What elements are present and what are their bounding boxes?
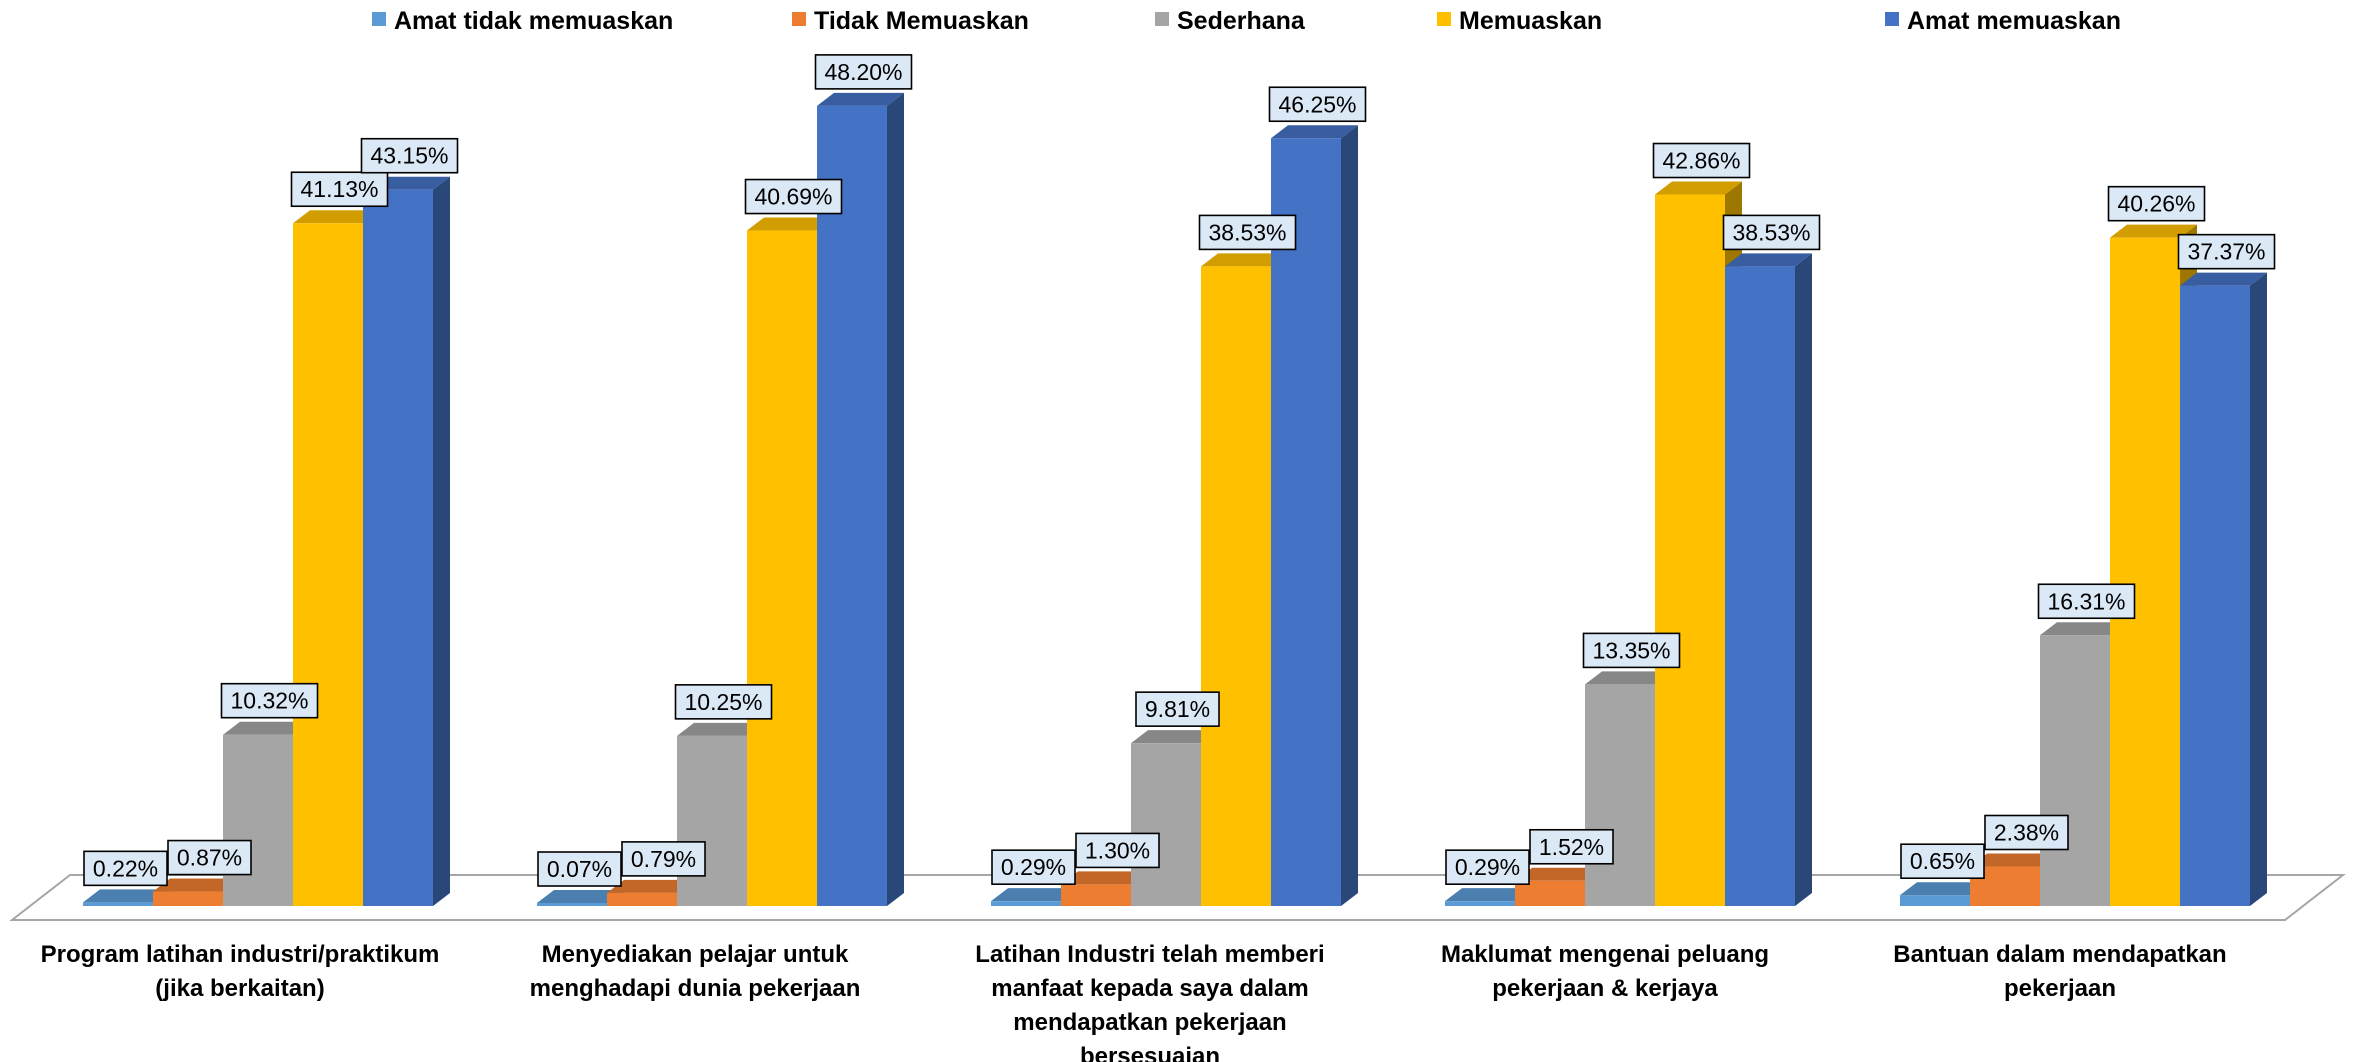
data-label-text: 48.20% <box>824 59 902 85</box>
data-label: 38.53% <box>1198 214 1297 251</box>
data-label-text: 9.81% <box>1145 696 1210 722</box>
legend-item: Sederhana <box>1155 7 1306 35</box>
data-label-text: 42.86% <box>1662 148 1740 174</box>
data-label: 0.65% <box>1900 843 1985 880</box>
data-label-text: 40.26% <box>2117 191 2195 217</box>
bar <box>363 176 450 906</box>
data-label-text: 0.22% <box>93 855 158 881</box>
data-label: 38.53% <box>1722 214 1821 251</box>
data-label: 0.29% <box>991 849 1076 885</box>
data-label-text: 43.15% <box>370 143 448 169</box>
bars-group <box>83 92 2267 907</box>
category-label: Program latihan industri/praktikum (jika … <box>41 941 440 1002</box>
data-label-text: 37.37% <box>2187 239 2265 265</box>
data-label: 42.86% <box>1652 142 1751 179</box>
legend-swatch <box>1155 12 1169 26</box>
data-label-text: 0.07% <box>547 856 612 882</box>
data-label: 2.38% <box>1984 814 2069 851</box>
data-label: 40.69% <box>744 178 843 215</box>
data-label-text: 1.30% <box>1085 837 1150 863</box>
category-label: Bantuan dalam mendapatkan pekerjaan <box>1893 941 2226 1002</box>
legend-item: Memuaskan <box>1437 7 1602 35</box>
legend-item: Amat memuaskan <box>1885 7 2121 35</box>
bar-group <box>1900 224 2267 907</box>
legend-swatch <box>792 12 806 26</box>
legend-label: Tidak Memuaskan <box>814 7 1029 35</box>
data-label: 0.29% <box>1445 849 1530 885</box>
data-label-text: 0.29% <box>1001 854 1066 880</box>
data-label-text: 1.52% <box>1539 834 1604 860</box>
category-label: Maklumat mengenai peluang pekerjaan & ker… <box>1441 941 1769 1002</box>
data-label: 0.87% <box>167 839 252 876</box>
data-label: 0.22% <box>83 850 168 887</box>
data-label: 10.25% <box>674 684 773 720</box>
bar-group <box>991 125 1358 907</box>
legend-item: Amat tidak memuaskan <box>372 7 673 35</box>
bar-group <box>83 176 450 906</box>
data-label: 10.32% <box>220 682 319 719</box>
bar <box>2180 272 2267 907</box>
legend-label: Memuaskan <box>1459 7 1602 35</box>
bar-group <box>1445 181 1812 907</box>
data-label: 13.35% <box>1582 632 1681 669</box>
bar <box>1271 125 1358 906</box>
data-label: 9.81% <box>1135 691 1220 727</box>
data-label-text: 0.87% <box>177 845 242 871</box>
data-label-text: 16.31% <box>2047 588 2125 614</box>
data-label-text: 46.25% <box>1278 91 1356 117</box>
bar-group <box>537 92 904 906</box>
category-label: Latihan Industri telah memberi manfaat ke… <box>975 941 1324 1062</box>
bar <box>1725 253 1812 907</box>
category-label: Menyediakan pelajar untuk menghadapi duni… <box>530 941 861 1002</box>
legend-label: Amat memuaskan <box>1907 7 2121 35</box>
data-label: 0.79% <box>621 841 706 877</box>
data-label: 37.37% <box>2177 233 2276 270</box>
data-label: 41.13% <box>290 171 389 208</box>
legend-swatch <box>1437 12 1451 26</box>
bar <box>817 92 904 906</box>
data-label: 48.20% <box>814 54 913 90</box>
data-label-text: 13.35% <box>1592 637 1670 663</box>
legend-swatch <box>372 12 386 26</box>
data-label: 40.26% <box>2107 185 2206 222</box>
data-label-text: 40.69% <box>754 184 832 210</box>
data-labels-group: 0.22% 0.87% 10.32% 41.13% 43.15% 0.07% 0.79% 10… <box>83 54 2276 887</box>
data-label-text: 0.65% <box>1910 848 1975 874</box>
legend-label: Amat tidak memuaskan <box>394 7 673 35</box>
data-label: 1.52% <box>1529 828 1614 865</box>
data-label: 16.31% <box>2037 583 2136 620</box>
data-label-text: 38.53% <box>1208 219 1286 245</box>
legend-label: Sederhana <box>1177 7 1306 35</box>
legend-item: Tidak Memuaskan <box>792 7 1029 35</box>
legend: Amat tidak memuaskan Tidak Memuaskan Seder… <box>372 7 2121 35</box>
data-label: 0.07% <box>537 851 622 887</box>
data-label-text: 0.79% <box>631 846 696 872</box>
data-label: 46.25% <box>1268 86 1367 123</box>
data-label-text: 10.32% <box>230 688 308 714</box>
data-label-text: 38.53% <box>1732 219 1810 245</box>
data-label-text: 2.38% <box>1994 819 2059 845</box>
data-label-text: 0.29% <box>1455 854 1520 880</box>
data-label-text: 41.13% <box>300 176 378 202</box>
data-label: 1.30% <box>1075 832 1160 869</box>
data-label: 43.15% <box>360 137 459 174</box>
legend-swatch <box>1885 12 1899 26</box>
x-axis-labels: Program latihan industri/praktikum (jika … <box>41 941 2227 1062</box>
bar <box>607 879 694 906</box>
data-label-text: 10.25% <box>684 689 762 715</box>
